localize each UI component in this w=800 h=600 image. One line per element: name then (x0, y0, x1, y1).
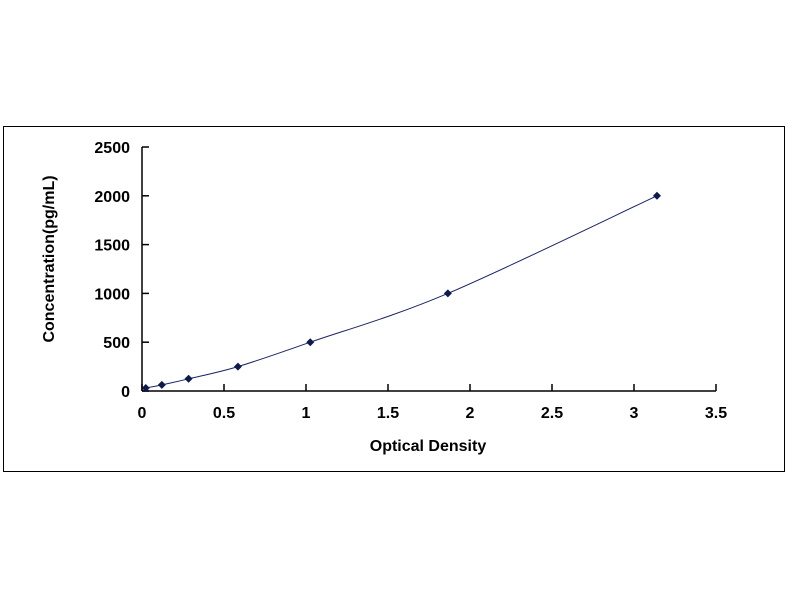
data-points (141, 191, 661, 392)
data-point-diamond (157, 380, 166, 389)
data-point-diamond (141, 383, 150, 392)
y-tick-label: 500 (103, 335, 130, 352)
y-tick-label: 1500 (94, 238, 130, 255)
y-tick-label: 2500 (94, 140, 130, 157)
data-point-diamond (443, 289, 452, 298)
trend-curve (145, 195, 658, 389)
x-tick-label: 1 (302, 405, 311, 422)
y-axis-label: Concentration(pg/mL) (41, 175, 58, 342)
x-tick-label: 1.5 (377, 405, 399, 422)
y-tick-label: 2000 (94, 189, 130, 206)
x-tick-label: 3 (630, 405, 639, 422)
data-point-diamond (184, 374, 193, 383)
x-axis-label: Optical Density (370, 438, 487, 455)
data-point-diamond (233, 362, 242, 371)
x-tick-label: 2 (466, 405, 475, 422)
x-tick-label: 3.5 (705, 405, 727, 422)
x-tick-label: 0.5 (213, 405, 235, 422)
tick-labels: 0 0.5 1 1.5 2 2.5 3 3.5 0 500 1000 1500 2000 2500 (94, 140, 727, 422)
y-tick-label: 0 (121, 384, 130, 401)
data-point-diamond (652, 191, 661, 200)
chart-frame (3, 126, 785, 472)
y-tick-label: 1000 (94, 286, 130, 303)
data-point-diamond (306, 338, 315, 347)
x-tick-label: 2.5 (541, 405, 563, 422)
x-tick-label: 0 (138, 405, 147, 422)
axes (141, 146, 717, 392)
